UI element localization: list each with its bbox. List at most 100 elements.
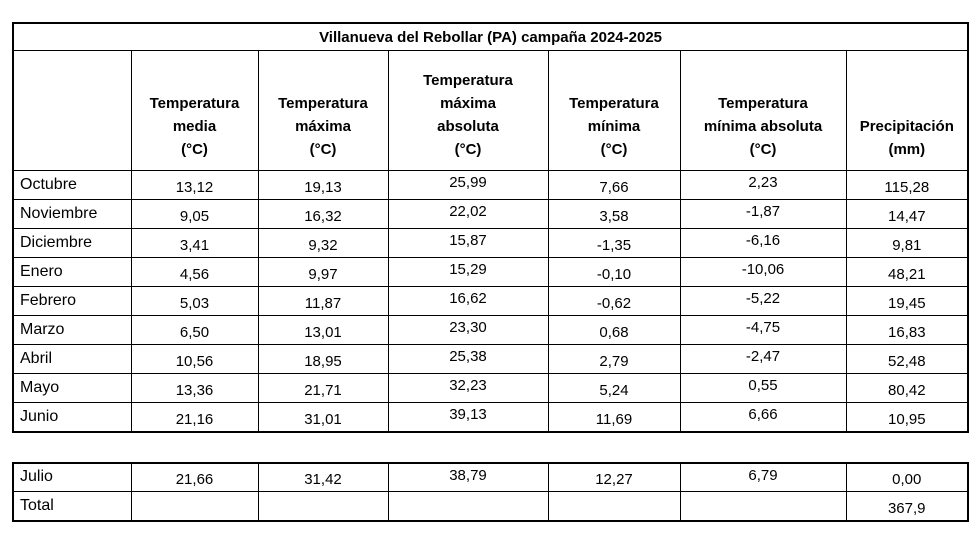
- value-cell: -10,06: [679, 257, 847, 287]
- value-cell: 12,27: [547, 462, 681, 492]
- value-cell: 3,58: [547, 199, 681, 229]
- value-cell: [130, 491, 259, 521]
- value-cell: -1,35: [547, 228, 681, 258]
- value-cell: 38,79: [387, 462, 549, 492]
- value-cell: 3,41: [130, 228, 259, 258]
- month-label: Julio: [12, 462, 132, 492]
- value-cell: 22,02: [387, 199, 549, 229]
- value-cell: 18,95: [257, 344, 389, 374]
- value-cell: 21,16: [130, 402, 259, 432]
- value-cell: 16,62: [387, 286, 549, 316]
- table-title: Villanueva del Rebollar (PA) campaña 202…: [12, 22, 969, 51]
- value-cell: 21,66: [130, 462, 259, 492]
- value-cell: 15,29: [387, 257, 549, 287]
- value-cell: [387, 491, 549, 521]
- value-cell: 15,87: [387, 228, 549, 258]
- value-cell: 80,42: [845, 373, 969, 403]
- value-cell: 6,66: [679, 402, 847, 432]
- value-cell: 13,01: [257, 315, 389, 345]
- value-cell: 10,56: [130, 344, 259, 374]
- table-row: Junio 21,16 31,01 39,13 11,69 6,66 10,95: [12, 402, 969, 432]
- table-row: Febrero 5,03 11,87 16,62 -0,62 -5,22 19,45: [12, 286, 969, 316]
- column-header-temp-media: Temperatura media (°C): [130, 50, 259, 171]
- value-cell: 10,95: [845, 402, 969, 432]
- value-cell: [679, 491, 847, 521]
- month-label: Enero: [12, 257, 132, 287]
- table-row: Enero 4,56 9,97 15,29 -0,10 -10,06 48,21: [12, 257, 969, 287]
- value-cell: 13,12: [130, 170, 259, 200]
- value-cell: -2,47: [679, 344, 847, 374]
- value-cell: 6,50: [130, 315, 259, 345]
- value-cell: 31,42: [257, 462, 389, 492]
- value-cell: -0,62: [547, 286, 681, 316]
- value-cell: -5,22: [679, 286, 847, 316]
- value-cell: -4,75: [679, 315, 847, 345]
- column-header-precipitacion: Precipitación (mm): [845, 50, 969, 171]
- value-cell: 32,23: [387, 373, 549, 403]
- month-label: Octubre: [12, 170, 132, 200]
- value-cell: 6,79: [679, 462, 847, 492]
- climate-report: Villanueva del Rebollar (PA) campaña 202…: [12, 22, 970, 522]
- table-row: Marzo 6,50 13,01 23,30 0,68 -4,75 16,83: [12, 315, 969, 345]
- value-cell: 39,13: [387, 402, 549, 432]
- value-cell: 25,38: [387, 344, 549, 374]
- value-cell: -6,16: [679, 228, 847, 258]
- value-cell: -1,87: [679, 199, 847, 229]
- value-cell: 9,81: [845, 228, 969, 258]
- value-cell: 14,47: [845, 199, 969, 229]
- value-cell: 23,30: [387, 315, 549, 345]
- value-cell: 9,97: [257, 257, 389, 287]
- column-header-temp-min-abs: Temperatura mínima absoluta (°C): [679, 50, 847, 171]
- table-row: Diciembre 3,41 9,32 15,87 -1,35 -6,16 9,81: [12, 228, 969, 258]
- value-cell: 25,99: [387, 170, 549, 200]
- value-cell: 0,68: [547, 315, 681, 345]
- month-label: Marzo: [12, 315, 132, 345]
- summary-table: Julio 21,66 31,42 38,79 12,27 6,79 0,00 Total 36…: [12, 461, 969, 522]
- value-cell: 4,56: [130, 257, 259, 287]
- climate-table: Villanueva del Rebollar (PA) campaña 202…: [12, 22, 970, 433]
- table-row: Noviembre 9,05 16,32 22,02 3,58 -1,87 14,47: [12, 199, 969, 229]
- month-label: Junio: [12, 402, 132, 432]
- value-cell: 19,45: [845, 286, 969, 316]
- table-row: Total 367,9: [12, 491, 969, 521]
- value-cell: 115,28: [845, 170, 969, 200]
- value-cell: 11,69: [547, 402, 681, 432]
- value-cell: 9,05: [130, 199, 259, 229]
- month-label: Febrero: [12, 286, 132, 316]
- column-header-temp-max-abs: Temperatura máxima absoluta (°C): [387, 50, 549, 171]
- value-cell: 19,13: [257, 170, 389, 200]
- value-cell: 9,32: [257, 228, 389, 258]
- value-cell: [547, 491, 681, 521]
- value-cell: -0,10: [547, 257, 681, 287]
- column-header-temp-maxima: Temperatura máxima (°C): [257, 50, 389, 171]
- column-header-temp-minima: Temperatura mínima (°C): [547, 50, 681, 171]
- month-label: Total: [12, 491, 132, 521]
- month-label: Diciembre: [12, 228, 132, 258]
- value-cell: 5,24: [547, 373, 681, 403]
- value-cell: 5,03: [130, 286, 259, 316]
- value-cell: 16,83: [845, 315, 969, 345]
- value-cell: 11,87: [257, 286, 389, 316]
- value-cell: 21,71: [257, 373, 389, 403]
- column-header-month: [12, 50, 132, 171]
- month-label: Abril: [12, 344, 132, 374]
- table-row: Abril 10,56 18,95 25,38 2,79 -2,47 52,48: [12, 344, 969, 374]
- value-cell: [257, 491, 389, 521]
- header-row: Temperatura media (°C) Temperatura máxima…: [12, 50, 969, 171]
- value-cell: 7,66: [547, 170, 681, 200]
- value-cell: 52,48: [845, 344, 969, 374]
- month-label: Noviembre: [12, 199, 132, 229]
- table-row: Octubre 13,12 19,13 25,99 7,66 2,23 115,28: [12, 170, 969, 200]
- value-cell: 2,79: [547, 344, 681, 374]
- table-row: Julio 21,66 31,42 38,79 12,27 6,79 0,00: [12, 462, 969, 492]
- value-cell: 367,9: [845, 491, 969, 521]
- value-cell: 0,55: [679, 373, 847, 403]
- value-cell: 16,32: [257, 199, 389, 229]
- value-cell: 48,21: [845, 257, 969, 287]
- value-cell: 13,36: [130, 373, 259, 403]
- month-label: Mayo: [12, 373, 132, 403]
- table-row: Mayo 13,36 21,71 32,23 5,24 0,55 80,42: [12, 373, 969, 403]
- value-cell: 2,23: [679, 170, 847, 200]
- value-cell: 0,00: [845, 462, 969, 492]
- value-cell: 31,01: [257, 402, 389, 432]
